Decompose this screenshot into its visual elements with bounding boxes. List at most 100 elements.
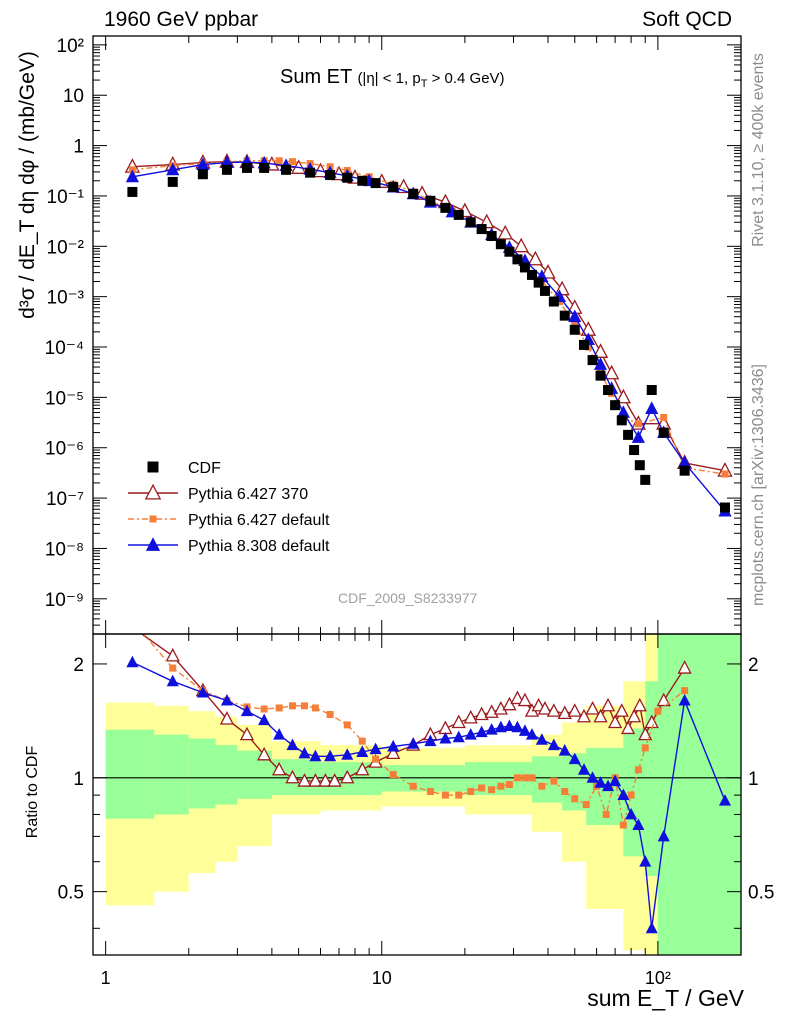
plot-title-cut: (|η| < 1, pT > 0.4 GeV) [357, 70, 505, 90]
main-series-group [124, 153, 733, 517]
ratio-point-0-33 [576, 708, 592, 723]
ratio-point-0-1 [165, 647, 180, 662]
main-point-0-37 [629, 445, 640, 456]
main-point-2-22 [571, 320, 579, 328]
ratio-point-0-37 [607, 714, 623, 729]
ratio-series-group [126, 617, 732, 934]
main-point-3-27 [645, 401, 659, 414]
main-point-0-5 [259, 162, 270, 173]
ratio-point-2-29 [558, 744, 571, 756]
main-point-0-18 [476, 224, 487, 235]
ratio-frame [92, 633, 742, 956]
ratio-point-1-38 [641, 744, 649, 752]
main-point-0-35 [616, 415, 627, 426]
ratio-point-0-6 [272, 761, 287, 776]
main-y-tick-label-6: 10⁻⁴ [45, 338, 84, 359]
ratio-point-1-0 [129, 617, 136, 624]
main-line-3 [132, 161, 726, 512]
ratio-point-2-21 [485, 723, 498, 735]
band-inner-3 [215, 745, 238, 805]
main-point-1-18 [527, 250, 544, 266]
ratio-point-2-19 [464, 728, 477, 740]
collision-label: 1960 GeV ppbar [104, 8, 259, 31]
x-axis-title: sum E_T / GeV [587, 985, 744, 1011]
main-point-2-28 [660, 413, 668, 421]
ratio-point-0-13 [355, 761, 370, 776]
ratio-point-2-17 [439, 731, 452, 744]
ratio-y-tick-label-right-0: 2 [748, 655, 759, 676]
ratio-point-2-22 [494, 720, 507, 733]
ratio-point-2-18 [452, 730, 465, 743]
ratio-point-2-43 [718, 794, 732, 806]
main-point-3-29 [678, 455, 692, 469]
ratio-point-2-8 [298, 746, 311, 759]
main-point-3-23 [593, 357, 608, 370]
band-inner-9 [531, 756, 563, 803]
main-point-0-9 [342, 172, 353, 183]
ratio-point-2-5 [258, 713, 271, 726]
plot-title-cut-end: > 0.4 GeV) [427, 70, 505, 87]
main-point-0-13 [408, 188, 419, 199]
ratio-point-0-26 [517, 692, 533, 707]
ratio-y-tick-label-right-2: 0.5 [748, 883, 774, 904]
main-y-tick-label-0: 10² [57, 36, 84, 57]
plot-title: Sum ET (|η| < 1, pT > 0.4 GeV) [280, 66, 505, 90]
ratio-point-1-6 [275, 704, 283, 712]
main-point-0-2 [197, 169, 208, 180]
ratio-point-1-33 [602, 810, 610, 818]
ratio-point-0-39 [620, 720, 636, 735]
main-point-0-32 [595, 370, 606, 381]
ratio-point-2-31 [577, 763, 591, 775]
main-point-3-1 [166, 162, 180, 176]
main-point-0-4 [241, 162, 252, 173]
ratio-point-1-17 [441, 791, 449, 799]
ratio-point-0-9 [308, 773, 323, 787]
ratio-point-1-37 [634, 766, 642, 774]
legend-marker-0 [147, 461, 159, 473]
main-point-1-24 [603, 364, 620, 380]
main-point-0-3 [221, 164, 232, 175]
band-inner-0 [105, 729, 155, 819]
ratio-point-2-16 [424, 734, 437, 747]
main-point-0-10 [357, 175, 368, 186]
ratio-y-tick-label-2: 0.5 [58, 883, 84, 904]
main-y-tick-label-8: 10⁻⁶ [45, 439, 84, 460]
ratio-point-2-35 [609, 774, 622, 787]
plot-title-main: Sum ET [280, 66, 352, 88]
main-point-0-17 [465, 217, 476, 228]
ratio-point-2-30 [568, 752, 581, 765]
ratio-point-2-9 [309, 749, 322, 762]
ratio-point-2-25 [518, 724, 531, 736]
x-tick-label-0: 1 [101, 968, 111, 988]
legend-marker-3 [145, 537, 161, 551]
main-point-0-7 [305, 167, 316, 178]
ratio-point-0-19 [451, 714, 466, 729]
main-point-1-17 [513, 237, 529, 253]
ratio-point-0-0 [126, 621, 138, 633]
ratio-point-1-13 [372, 755, 380, 763]
ratio-point-0-15 [386, 745, 401, 760]
main-point-0-30 [578, 339, 589, 350]
ratio-point-2-14 [387, 739, 400, 752]
main-point-0-33 [603, 385, 614, 396]
category-label: Soft QCD [642, 8, 732, 31]
ratio-point-2-39 [639, 855, 652, 867]
main-point-0-12 [388, 182, 399, 193]
ratio-point-2-36 [617, 788, 630, 801]
ratio-y-tick-label-1: 1 [73, 769, 84, 790]
ratio-point-2-3 [220, 693, 233, 706]
ratio-point-1-14 [389, 771, 397, 779]
main-point-2-7 [288, 158, 296, 166]
main-point-0-19 [486, 231, 497, 242]
ratio-point-1-35 [619, 821, 627, 829]
ratio-point-0-40 [626, 708, 642, 723]
ratio-point-2-6 [273, 728, 286, 740]
main-point-0-27 [548, 296, 559, 307]
ratio-point-1-12 [358, 737, 366, 745]
main-point-0-0 [127, 186, 138, 197]
main-point-0-42 [679, 465, 690, 476]
ratio-point-1-5 [260, 705, 268, 713]
band-inner-1 [154, 734, 189, 815]
x-tick-label-2: 10² [645, 968, 671, 988]
ratio-y-tick-label-right-1: 1 [748, 769, 759, 790]
